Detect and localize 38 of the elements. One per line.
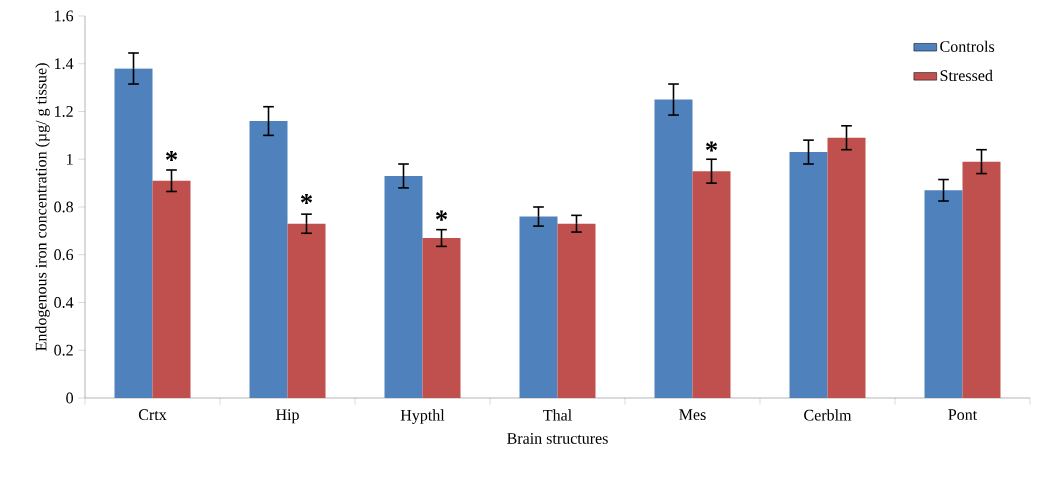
bar bbox=[287, 223, 326, 398]
legend-label: Stressed bbox=[940, 69, 993, 82]
x-tick-label: Cerblm bbox=[804, 409, 852, 421]
bar bbox=[114, 68, 153, 398]
bar bbox=[654, 99, 693, 398]
annotation: * bbox=[705, 141, 718, 152]
x-tick-label: Mes bbox=[679, 409, 706, 420]
y-tick-label: 0.6 bbox=[54, 249, 74, 261]
bar bbox=[422, 238, 461, 398]
x-tick-label: Hypthl bbox=[400, 409, 445, 424]
y-tick-label: 0.8 bbox=[54, 201, 74, 213]
legend-label: Controls bbox=[940, 40, 995, 52]
y-tick-label: 0 bbox=[66, 392, 74, 404]
bar bbox=[384, 175, 423, 398]
y-tick-label: 1.2 bbox=[55, 106, 73, 117]
y-axis-title: Endogenous iron concentration (µg/ g tissue) bbox=[35, 63, 50, 351]
bar bbox=[152, 180, 191, 398]
y-tick-label: 1.6 bbox=[55, 10, 74, 22]
y-tick-label: 0.2 bbox=[54, 344, 73, 356]
y-tick-label: 0.4 bbox=[54, 297, 74, 308]
x-tick-label: Thal bbox=[543, 409, 572, 421]
x-axis-title: Brain structures bbox=[507, 433, 608, 444]
bar bbox=[789, 152, 828, 398]
annotation: * bbox=[300, 193, 313, 204]
annotation: * bbox=[435, 210, 448, 221]
y-tick-label: 1.4 bbox=[55, 58, 74, 70]
x-tick-label: Pont bbox=[948, 409, 978, 420]
bar bbox=[827, 137, 866, 398]
bar bbox=[557, 223, 596, 398]
x-tick-label: Crtx bbox=[138, 409, 167, 421]
x-tick-label: Hip bbox=[275, 409, 299, 424]
bar bbox=[962, 161, 1001, 398]
bar bbox=[692, 171, 731, 398]
bar bbox=[519, 216, 558, 398]
annotation: * bbox=[165, 150, 178, 161]
bar bbox=[924, 190, 963, 398]
y-tick-label: 1 bbox=[67, 153, 73, 165]
bar bbox=[249, 121, 288, 398]
